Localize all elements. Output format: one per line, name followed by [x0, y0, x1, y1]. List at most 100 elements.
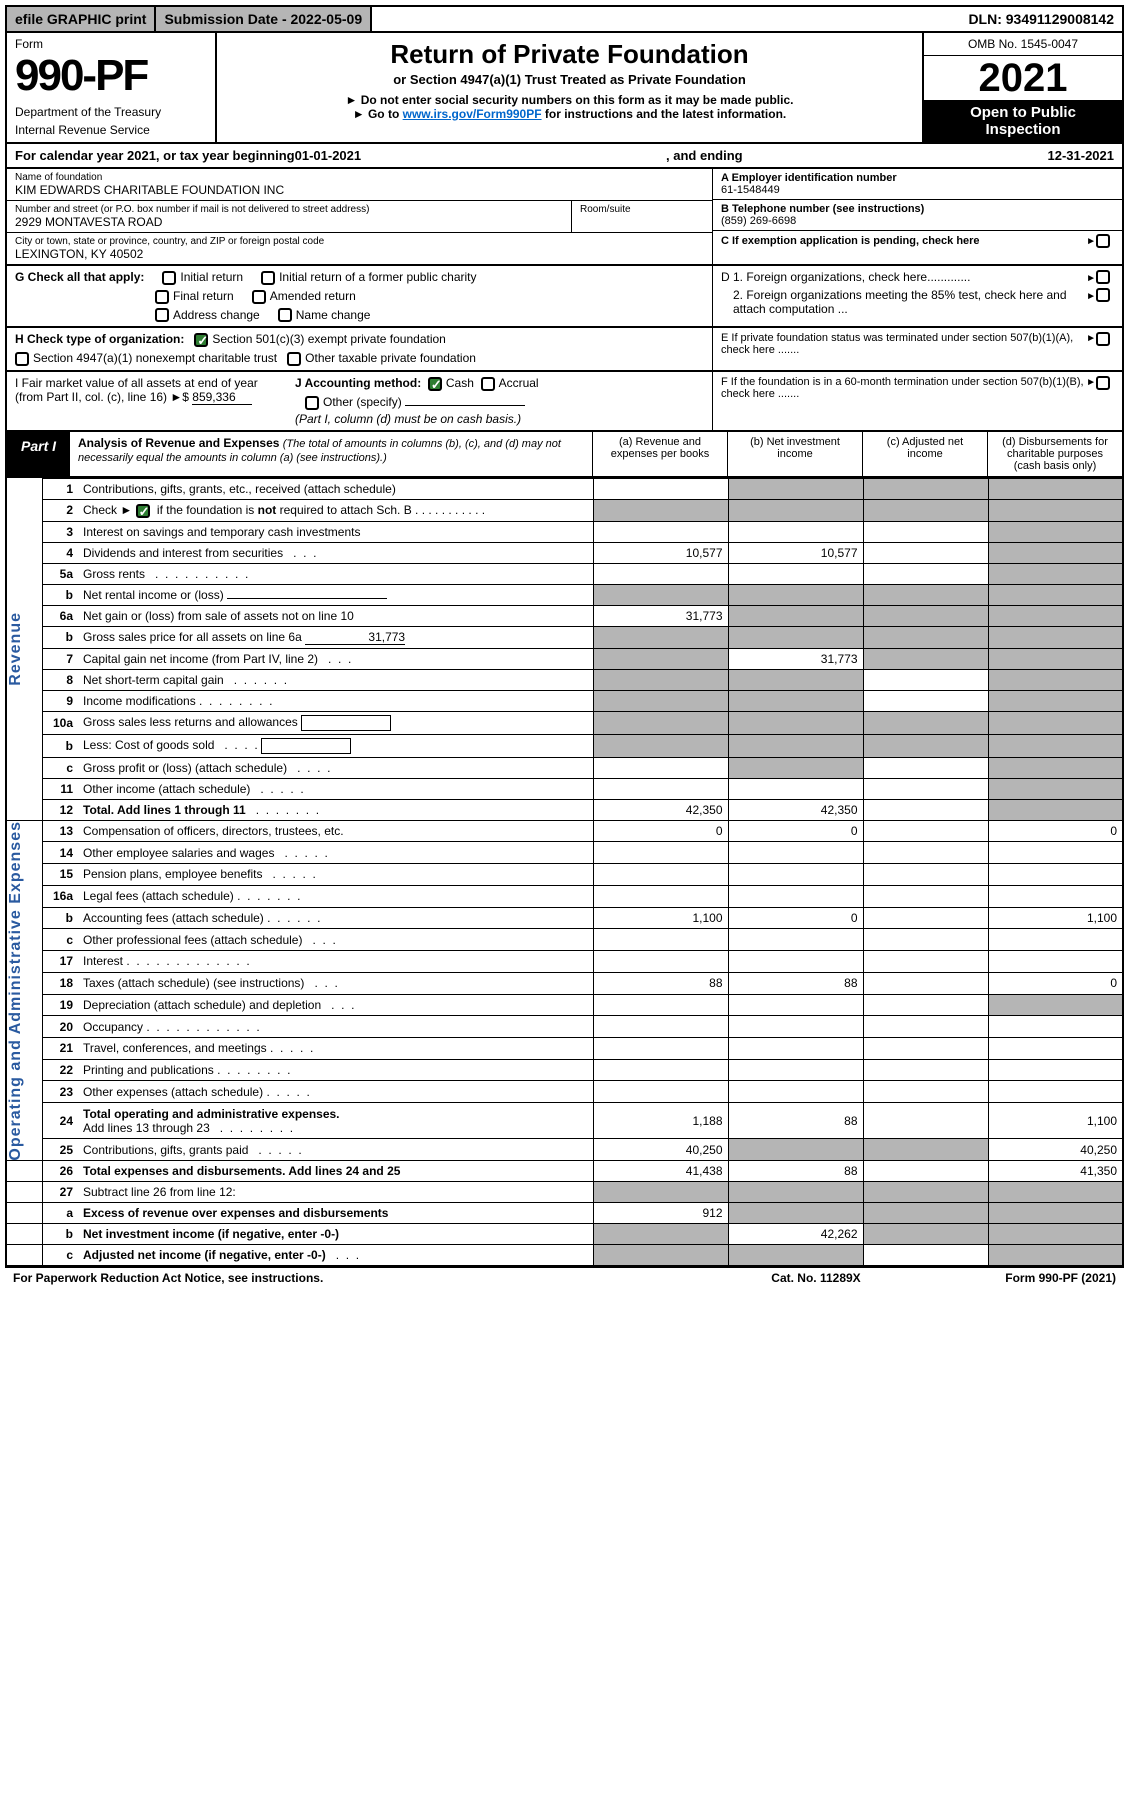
efile-label[interactable]: efile GRAPHIC print: [7, 7, 156, 31]
col-b-header: (b) Net investment income: [727, 432, 862, 476]
4947a1-checkbox[interactable]: [15, 352, 29, 366]
table-row: 17Interest . . . . . . . . . . . . .: [6, 951, 1123, 973]
oae-side-label: Operating and Administrative Expenses: [7, 821, 25, 1161]
accrual-checkbox[interactable]: [481, 377, 495, 391]
form-number: 990-PF: [15, 51, 207, 101]
arrow-icon: [1086, 288, 1096, 316]
dln: DLN: 93491129008142: [960, 7, 1122, 31]
initial-public-checkbox[interactable]: [261, 271, 275, 285]
calendar-year-row: For calendar year 2021, or tax year begi…: [5, 144, 1124, 169]
60month-checkbox[interactable]: [1096, 376, 1110, 390]
r12-a: 42,350: [593, 799, 728, 820]
g1-label: Initial return: [180, 270, 243, 284]
name-change-checkbox[interactable]: [278, 308, 292, 322]
table-row: 10aGross sales less returns and allowanc…: [6, 711, 1123, 734]
table-row: 8Net short-term capital gain . . . . . .: [6, 669, 1123, 690]
table-row: 2Check ► if the foundation is not requir…: [6, 499, 1123, 521]
form-subtitle: or Section 4947(a)(1) Trust Treated as P…: [227, 72, 912, 87]
address-label: Number and street (or P.O. box number if…: [15, 204, 563, 215]
e-label: E If private foundation status was termi…: [721, 332, 1086, 356]
g5-label: Amended return: [270, 289, 356, 303]
table-row: 6aNet gain or (loss) from sale of assets…: [6, 605, 1123, 626]
f-label: F If the foundation is in a 60-month ter…: [721, 376, 1086, 400]
table-row: 3Interest on savings and temporary cash …: [6, 521, 1123, 542]
r6a-a: 31,773: [593, 605, 728, 626]
table-row: bGross sales price for all assets on lin…: [6, 626, 1123, 648]
schb-checkbox[interactable]: [136, 504, 150, 518]
table-row: 19Depreciation (attach schedule) and dep…: [6, 994, 1123, 1016]
form-title: Return of Private Foundation: [227, 39, 912, 70]
exemption-pending-checkbox[interactable]: [1096, 234, 1110, 248]
col-d-header: (d) Disbursements for charitable purpose…: [987, 432, 1122, 476]
table-row: 14Other employee salaries and wages . . …: [6, 842, 1123, 864]
footer-catno: Cat. No. 11289X: [716, 1271, 916, 1285]
table-row: aExcess of revenue over expenses and dis…: [6, 1203, 1123, 1224]
table-row: 12Total. Add lines 1 through 11 . . . . …: [6, 799, 1123, 820]
cash-checkbox[interactable]: [428, 377, 442, 391]
goto-suffix: for instructions and the latest informat…: [542, 107, 787, 121]
table-row: cAdjusted net income (if negative, enter…: [6, 1245, 1123, 1267]
revenue-side-label: Revenue: [7, 612, 25, 686]
table-row: 16aLegal fees (attach schedule) . . . . …: [6, 885, 1123, 907]
entity-info: Name of foundation KIM EDWARDS CHARITABL…: [5, 169, 1124, 266]
initial-return-checkbox[interactable]: [162, 271, 176, 285]
table-row: 25Contributions, gifts, grants paid . . …: [6, 1139, 1123, 1161]
city-value: LEXINGTON, KY 40502: [15, 247, 704, 261]
h1-label: Section 501(c)(3) exempt private foundat…: [212, 332, 445, 346]
final-return-checkbox[interactable]: [155, 290, 169, 304]
amended-return-checkbox[interactable]: [252, 290, 266, 304]
section-c-label: C If exemption application is pending, c…: [721, 235, 1086, 247]
goto-prefix: ► Go to: [353, 107, 403, 121]
calyear-end: 12-31-2021: [1048, 148, 1115, 163]
part1-header: Part I Analysis of Revenue and Expenses …: [5, 432, 1124, 478]
j1-label: Cash: [446, 376, 474, 390]
col-c-header: (c) Adjusted net income: [862, 432, 987, 476]
address-change-checkbox[interactable]: [155, 308, 169, 322]
table-row: bLess: Cost of goods sold . . . .: [6, 734, 1123, 757]
h3-label: Other taxable private foundation: [305, 351, 476, 365]
other-method-checkbox[interactable]: [305, 396, 319, 410]
col-a-header: (a) Revenue and expenses per books: [592, 432, 727, 476]
part1-title: Analysis of Revenue and Expenses: [78, 436, 283, 450]
submission-date: Submission Date - 2022-05-09: [156, 7, 372, 31]
r7-b: 31,773: [728, 648, 863, 669]
table-row: 5aGross rents . . . . . . . . . .: [6, 563, 1123, 584]
table-row: Operating and Administrative Expenses 13…: [6, 820, 1123, 842]
501c3-checkbox[interactable]: [194, 333, 208, 347]
table-row: 15Pension plans, employee benefits . . .…: [6, 864, 1123, 886]
g2-label: Final return: [173, 289, 234, 303]
other-taxable-checkbox[interactable]: [287, 352, 301, 366]
calyear-mid: , and ending: [361, 148, 1047, 163]
page-footer: For Paperwork Reduction Act Notice, see …: [5, 1267, 1124, 1288]
j-note: (Part I, column (d) must be on cash basi…: [295, 412, 539, 426]
top-bar: efile GRAPHIC print Submission Date - 20…: [5, 5, 1124, 33]
foreign-org-checkbox[interactable]: [1096, 270, 1110, 284]
table-row: 9Income modifications . . . . . . . .: [6, 690, 1123, 711]
table-row: cOther professional fees (attach schedul…: [6, 929, 1123, 951]
table-row: 21Travel, conferences, and meetings . . …: [6, 1037, 1123, 1059]
form-header: Form 990-PF Department of the Treasury I…: [5, 33, 1124, 144]
address-value: 2929 MONTAVESTA ROAD: [15, 215, 563, 229]
foreign-85-checkbox[interactable]: [1096, 288, 1110, 302]
r6b-inline: 31,773: [305, 630, 405, 645]
table-row: 11Other income (attach schedule) . . . .…: [6, 778, 1123, 799]
footer-form: Form 990-PF (2021): [916, 1271, 1116, 1285]
table-row: 24Total operating and administrative exp…: [6, 1103, 1123, 1139]
form-label: Form: [15, 37, 207, 51]
g6-label: Name change: [296, 308, 371, 322]
section-g-row: G Check all that apply: Initial return I…: [5, 266, 1124, 328]
city-label: City or town, state or province, country…: [15, 236, 704, 247]
terminated-checkbox[interactable]: [1096, 332, 1110, 346]
arrow-icon: [1086, 376, 1096, 400]
fmv-value: 859,336: [192, 390, 252, 405]
table-row: 22Printing and publications . . . . . . …: [6, 1059, 1123, 1081]
ein-value: 61-1548449: [721, 184, 1114, 196]
dept-treasury: Department of the Treasury: [15, 105, 207, 119]
r12-b: 42,350: [728, 799, 863, 820]
table-row: 18Taxes (attach schedule) (see instructi…: [6, 972, 1123, 994]
ein-label: A Employer identification number: [721, 172, 1114, 184]
instructions-link[interactable]: www.irs.gov/Form990PF: [403, 107, 542, 121]
instructions-link-row: ► Go to www.irs.gov/Form990PF for instru…: [227, 107, 912, 121]
line-num: 1: [42, 478, 78, 499]
calyear-prefix: For calendar year 2021, or tax year begi…: [15, 148, 295, 163]
